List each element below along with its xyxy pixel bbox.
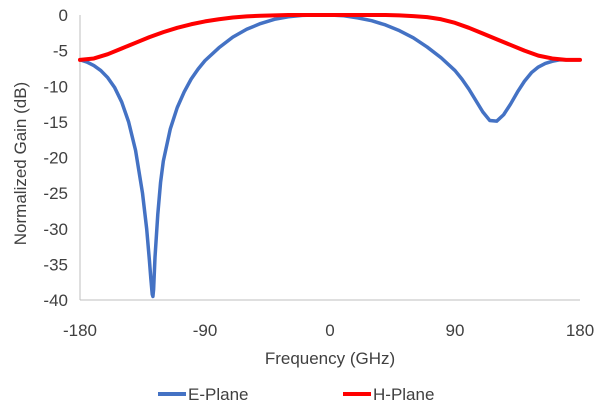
- y-tick-label: 0: [59, 6, 68, 25]
- x-axis-title: Frequency (GHz): [265, 349, 395, 368]
- series-line-e-plane: [78, 13, 582, 299]
- x-tick-label: -90: [193, 321, 218, 340]
- series-line-h-plane: [78, 13, 582, 62]
- x-tick-label: 90: [446, 321, 465, 340]
- legend-label-h-plane: H-Plane: [373, 385, 434, 404]
- x-tick-label: 0: [325, 321, 334, 340]
- y-axis-title: Normalized Gain (dB): [11, 82, 30, 245]
- x-tick-labels: -180 -90 0 90 180: [63, 321, 594, 340]
- y-tick-label: -20: [43, 149, 68, 168]
- x-tick-label: -180: [63, 321, 97, 340]
- y-tick-label: -25: [43, 184, 68, 203]
- y-tick-label: -40: [43, 291, 68, 310]
- y-tick-label: -10: [43, 77, 68, 96]
- y-tick-label: -15: [43, 113, 68, 132]
- y-tick-label: -30: [43, 220, 68, 239]
- y-tick-labels: 0 -5 -10 -15 -20 -25 -30 -35 -40: [43, 6, 68, 310]
- series-lines: [78, 13, 582, 299]
- y-tick-label: -35: [43, 255, 68, 274]
- y-tick-label: -5: [53, 42, 68, 61]
- legend: E-Plane H-Plane: [158, 385, 434, 404]
- plot-area: 0 -5 -10 -15 -20 -25 -30 -35 -40 -180 -90 0 90 180: [43, 6, 594, 340]
- legend-label-e-plane: E-Plane: [188, 385, 248, 404]
- x-tick-label: 180: [566, 321, 594, 340]
